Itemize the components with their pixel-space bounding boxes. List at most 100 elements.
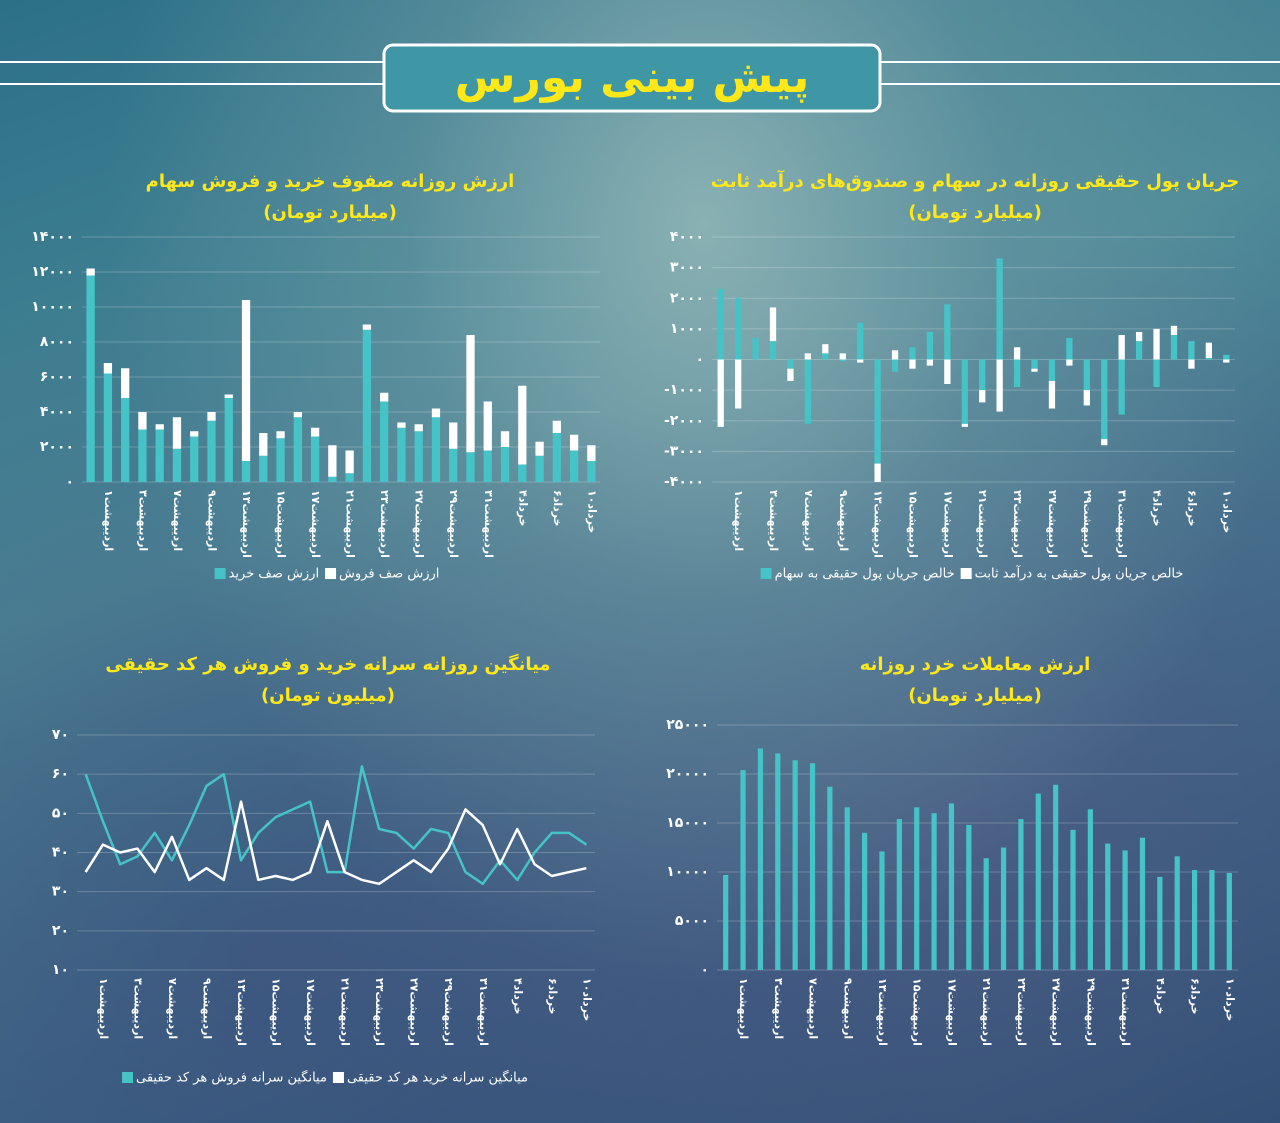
x-tick-label: اردیبهشت۲۳ (373, 978, 386, 1046)
bar (1226, 872, 1232, 970)
bar (961, 423, 968, 427)
bar (891, 350, 899, 360)
bar (1000, 847, 1007, 970)
y-tick-label: ۲۰۰۰ (670, 290, 704, 306)
x-tick-label: اردیبهشت۹ (837, 490, 850, 551)
bar (86, 268, 95, 276)
bar (121, 398, 130, 482)
x-tick-label: اردیبهشت۹ (201, 978, 214, 1039)
y-tick-label: ۱۰۰۰۰ (31, 299, 74, 315)
x-tick-label: اردیبهشت۲۹ (447, 490, 460, 558)
x-tick-label: خرداد۱۰ (1223, 978, 1236, 1021)
bar (1018, 819, 1024, 970)
bar (276, 431, 285, 439)
y-tick-label: ۱۰۰۰۰ (666, 864, 709, 880)
y-tick-label: ۵۰۰۰ (675, 913, 709, 929)
x-tick-label: اردیبهشت۳۱ (1116, 490, 1129, 558)
y-tick-label: ۲۰۰۰۰ (666, 766, 709, 782)
bar (1153, 359, 1160, 388)
x-tick-label: اردیبهشت۲۳ (378, 490, 391, 558)
bar (190, 436, 199, 482)
x-tick-label: اردیبهشت۱ (737, 978, 750, 1039)
y-tick-label: -۲۰۰۰ (664, 413, 704, 429)
y-tick-label: -۴۰۰۰ (664, 474, 704, 490)
bar (1139, 837, 1146, 970)
x-tick-label: اردیبهشت۷ (807, 978, 820, 1039)
x-tick-label: خرداد۱۰ (585, 490, 598, 533)
x-tick-label: اردیبهشت۲۳ (1015, 978, 1028, 1046)
x-tick-label: اردیبهشت۲۹ (442, 978, 455, 1046)
bar (293, 412, 302, 418)
y-tick-label: -۱۰۰۰ (664, 382, 704, 398)
bar (874, 359, 881, 464)
bar (224, 398, 233, 482)
line (84, 765, 588, 886)
y-tick-label: ۰ (65, 474, 74, 490)
legend: میانگین سرانه فروش هر کد حقیقی میانگین سر… (122, 1070, 528, 1086)
bar (1170, 325, 1178, 335)
x-tick-label: اردیبهشت۲۱ (339, 978, 352, 1046)
y-tick-label: ۱۲۰۰۰ (31, 264, 74, 280)
y-tick-label: ۴۰۰۰ (670, 229, 704, 245)
x-tick-label: اردیبهشت۲۱ (344, 490, 357, 558)
bar (1048, 359, 1056, 381)
bar (345, 473, 354, 482)
bar (926, 331, 934, 360)
x-tick-label: اردیبهشت۲۱ (980, 978, 993, 1046)
y-tick-label: ۴۰ (52, 845, 69, 861)
legend-swatch (760, 568, 772, 579)
chart-title: جریان پول حقیقی روزانه در سهام و صندوق‌ه… (711, 169, 1239, 192)
bar (190, 431, 199, 437)
y-tick-label: ۵۰ (52, 805, 69, 821)
x-tick-label: اردیبهشت۱۷ (941, 490, 954, 558)
chart-title: ارزش معاملات خرد روزانه (860, 654, 1091, 675)
bar (1083, 390, 1090, 406)
bar (569, 450, 579, 482)
bar (909, 347, 916, 360)
y-tick-label: ۳۰ (52, 884, 69, 900)
bar (293, 417, 302, 482)
bar (259, 433, 268, 456)
legend: خالص جریان پول حقیقی به سهام خالص جریان پ… (760, 565, 1184, 582)
x-tick-label: اردیبهشت۱۳ (240, 490, 253, 558)
bar (735, 298, 742, 360)
bar (155, 424, 164, 430)
bar (966, 824, 972, 970)
x-tick-label: خرداد۶ (1189, 978, 1202, 1015)
bar (500, 431, 510, 447)
bar (1031, 359, 1038, 369)
bar (1066, 359, 1073, 366)
y-tick-label: ۲۵۰۰۰ (666, 717, 709, 733)
bar (414, 424, 423, 432)
bar (787, 368, 794, 381)
chart-subtitle: (میلیارد تومان) (908, 685, 1042, 706)
y-tick-label: ۰ (695, 352, 704, 368)
bar (310, 436, 320, 482)
legend-label: خالص جریان پول حقیقی به درآمد ثابت (975, 565, 1184, 582)
bar (822, 353, 829, 360)
bar (310, 427, 320, 437)
bar (735, 359, 742, 409)
x-tick-label: اردیبهشت۱ (732, 490, 745, 551)
bar (822, 344, 829, 354)
bar (414, 431, 423, 482)
x-tick-label: اردیبهشت۲۷ (408, 978, 421, 1046)
bar (362, 329, 372, 482)
legend-label: ارزش صف خرید (229, 567, 319, 582)
chart-subtitle: (میلیارد تومان) (908, 202, 1042, 223)
bar (103, 373, 113, 482)
bar (1101, 359, 1108, 440)
legend-label: خالص جریان پول حقیقی به سهام (775, 567, 955, 582)
x-tick-label: اردیبهشت۲۹ (1081, 490, 1094, 558)
legend-label: ارزش صف فروش (339, 567, 439, 582)
legend-label: میانگین سرانه خرید هر کد حقیقی (347, 1070, 528, 1086)
y-tick-label: ۰ (700, 962, 709, 978)
bar (1209, 870, 1215, 970)
y-tick-label: ۲۰۰۰ (40, 439, 74, 455)
bar (1053, 784, 1059, 970)
x-tick-label: اردیبهشت۱ (97, 978, 110, 1039)
x-tick-label: خرداد۴ (1151, 490, 1164, 527)
x-tick-label: اردیبهشت۱۳ (876, 978, 889, 1046)
x-tick-label: اردیبهشت۱۵ (911, 978, 924, 1046)
x-tick-label: اردیبهشت۳ (136, 490, 149, 551)
